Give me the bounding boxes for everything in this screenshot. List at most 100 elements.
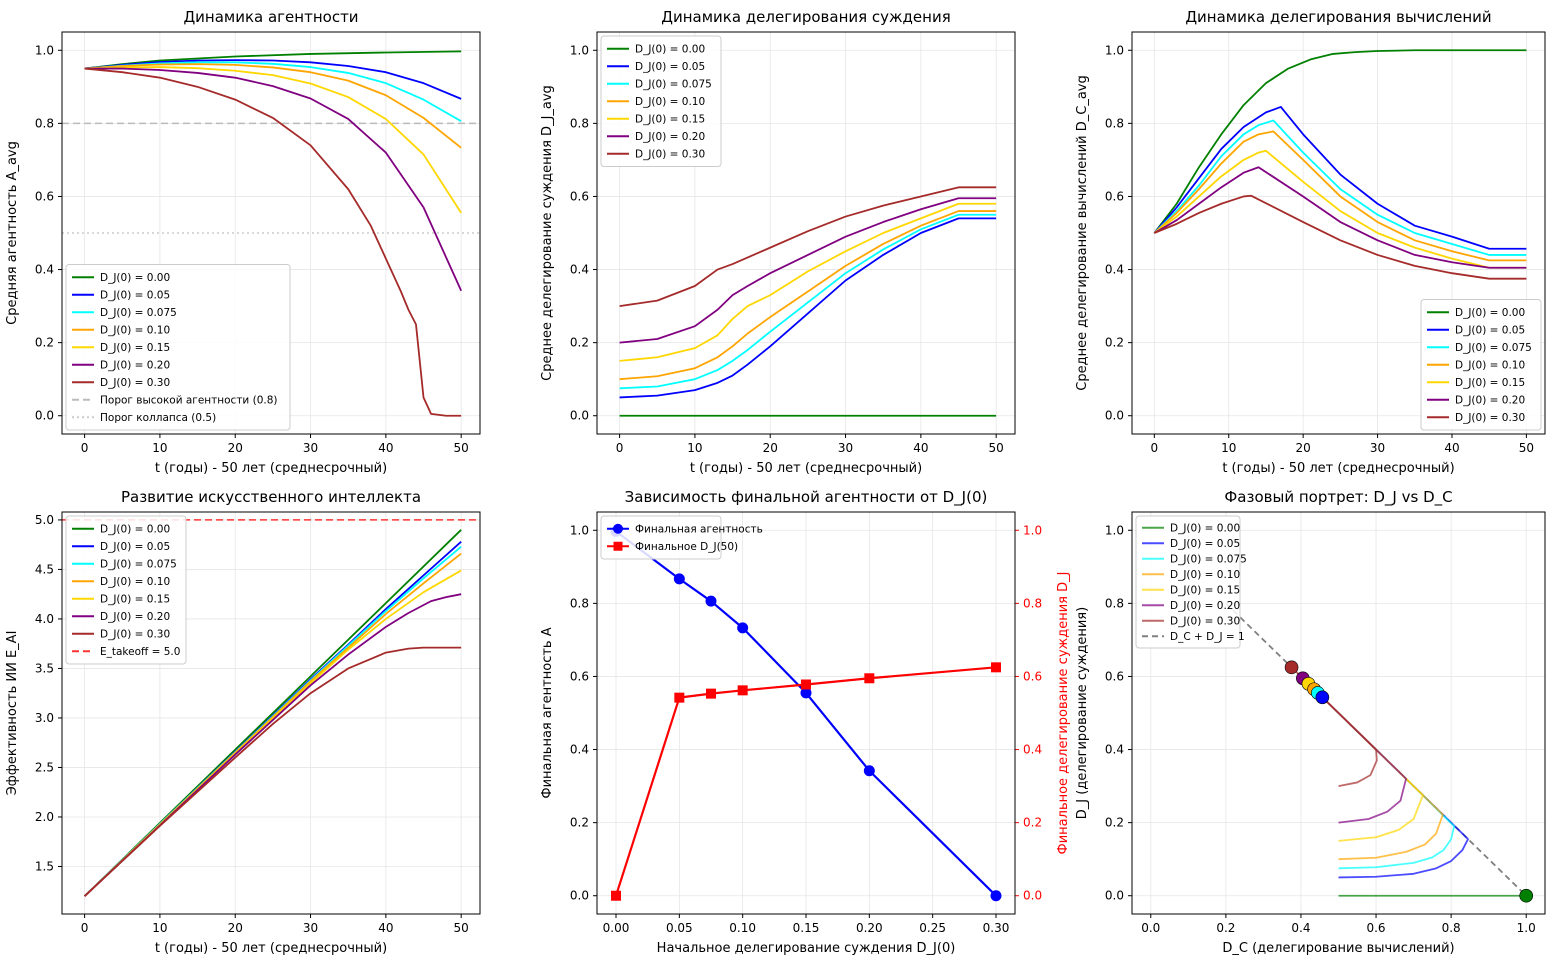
x-axis-label: t (годы) - 50 лет (среднесрочный) xyxy=(690,461,922,476)
legend-box xyxy=(65,515,187,665)
legend-label: Порог высокой агентности (0.8) xyxy=(100,395,278,407)
plot-frame xyxy=(1131,31,1546,435)
y-axis-label: D_J (делегирование суждения) xyxy=(1075,607,1090,819)
x-tick-label: 10 xyxy=(687,441,702,455)
series-line xyxy=(619,197,997,344)
legend-label: E_takeoff = 5.0 xyxy=(100,646,180,658)
chart-title: Динамика делегирования вычислений xyxy=(1185,8,1491,26)
y-right-tick-label: 0.2 xyxy=(1023,816,1042,830)
y-right-tick-label: 0.6 xyxy=(1023,669,1042,683)
y-tick-label: 0.2 xyxy=(35,336,54,350)
series-line xyxy=(1290,666,1378,787)
legend-label: D_J(0) = 0.05 xyxy=(1455,325,1525,337)
series-line xyxy=(619,217,997,399)
legend: D_J(0) = 0.00 D_J(0) = 0.05 D_J(0) = 0.075… xyxy=(600,35,722,167)
y-tick-label: 0.0 xyxy=(570,889,589,903)
x-tick-label: 30 xyxy=(838,441,853,455)
y-tick-label: 0.0 xyxy=(1105,889,1124,903)
legend: D_J(0) = 0.00 D_J(0) = 0.05 D_J(0) = 0.075… xyxy=(1420,299,1542,431)
data-point xyxy=(863,765,875,777)
y-tick-label: 0.6 xyxy=(1105,189,1124,203)
x-tick-label: 0 xyxy=(81,441,89,455)
legend-label: D_J(0) = 0.30 xyxy=(1170,616,1240,628)
series-line xyxy=(1313,688,1444,861)
legend-label: D_J(0) = 0.20 xyxy=(635,131,705,143)
legend-marker xyxy=(613,541,623,551)
data-point xyxy=(673,573,685,585)
y-tick-label: 0.2 xyxy=(1105,816,1124,830)
legend-label: D_J(0) = 0.10 xyxy=(635,96,705,108)
legend-box xyxy=(65,264,291,431)
series-line xyxy=(1153,106,1527,250)
x-axis-label: t (годы) - 50 лет (среднесрочный) xyxy=(1222,461,1454,476)
legend-label: D_J(0) = 0.10 xyxy=(1170,569,1240,581)
x-tick-label: 0.15 xyxy=(793,921,820,935)
legend-label: D_J(0) = 0.30 xyxy=(100,629,170,641)
x-tick-label: 0 xyxy=(81,921,89,935)
legend-label: D_C + D_J = 1 xyxy=(1170,631,1245,643)
y-axis-label: Среднее делегирование суждения D_J_avg xyxy=(540,85,555,381)
data-point xyxy=(705,595,717,607)
endpoint-marker xyxy=(1315,690,1330,705)
x-tick-label: 0.6 xyxy=(1366,921,1385,935)
data-point xyxy=(990,890,1002,902)
x-tick-label: 50 xyxy=(1519,441,1534,455)
y-tick-label: 3.0 xyxy=(35,711,54,725)
y-tick-label: 1.0 xyxy=(570,43,589,57)
legend-label: D_J(0) = 0.20 xyxy=(100,360,170,372)
legend-label: D_J(0) = 0.00 xyxy=(1170,523,1240,535)
x-tick-label: 50 xyxy=(989,441,1004,455)
x-axis-label: t (годы) - 50 лет (среднесрочный) xyxy=(155,941,387,956)
y-axis-right-label: Финальное делегирование суждения D_J xyxy=(1056,572,1071,855)
x-axis-label: D_C (делегирование вычислений) xyxy=(1222,941,1454,956)
legend-label: Финальная агентность xyxy=(635,524,763,536)
legend-box xyxy=(1135,515,1241,649)
chart-panel-3: 0 10 20 30 40 50 0.0 0.2 0.4 0.6 0.8 1.0 Динамика де… xyxy=(1075,8,1546,476)
data-point xyxy=(991,662,1001,673)
y-right-tick-label: 1.0 xyxy=(1023,523,1042,537)
y-axis-label: Среднее делегирование вычислений D_C_avg xyxy=(1075,75,1090,390)
series-line xyxy=(619,186,997,307)
y-tick-label: 0.2 xyxy=(1105,336,1124,350)
legend-label: Финальное D_J(50) xyxy=(635,541,738,553)
x-tick-label: 20 xyxy=(763,441,778,455)
y-right-tick-label: 0.8 xyxy=(1023,596,1042,610)
y-tick-label: 0.8 xyxy=(570,596,589,610)
legend-label: D_J(0) = 0.15 xyxy=(635,114,705,126)
data-point xyxy=(864,673,875,684)
legend-label: D_J(0) = 0.00 xyxy=(100,524,170,536)
x-tick-label: 1.0 xyxy=(1517,921,1536,935)
x-tick-label: 0.2 xyxy=(1216,921,1235,935)
series-line xyxy=(1153,149,1527,269)
x-tick-label: 40 xyxy=(1444,441,1459,455)
legend-label: D_J(0) = 0.20 xyxy=(1170,600,1240,612)
legend-label: D_J(0) = 0.075 xyxy=(1170,554,1247,566)
x-tick-label: 20 xyxy=(1296,441,1311,455)
y-tick-label: 0.4 xyxy=(570,743,589,757)
legend-label: D_J(0) = 0.00 xyxy=(635,44,705,56)
legend-label: D_J(0) = 0.10 xyxy=(100,576,170,588)
y-tick-label: 0.4 xyxy=(570,263,589,277)
x-tick-label: 50 xyxy=(454,441,469,455)
y-axis-label: Средняя агентность A_avg xyxy=(5,141,20,325)
series-line xyxy=(1321,696,1469,879)
legend-label: D_J(0) = 0.075 xyxy=(100,559,177,571)
x-tick-label: 30 xyxy=(303,921,318,935)
x-tick-label: 20 xyxy=(228,921,243,935)
endpoint-marker xyxy=(1519,888,1534,903)
y-tick-label: 0.8 xyxy=(1105,596,1124,610)
plot-frame xyxy=(61,511,481,915)
x-tick-label: 50 xyxy=(454,921,469,935)
series-line xyxy=(84,66,462,214)
legend-label: D_J(0) = 0.30 xyxy=(635,149,705,161)
y-tick-label: 0.8 xyxy=(1105,116,1124,130)
series-line xyxy=(1153,194,1527,280)
y-tick-label: 0.6 xyxy=(570,669,589,683)
data-point xyxy=(737,685,748,696)
y-right-tick-label: 0.4 xyxy=(1023,743,1042,757)
legend-label: D_J(0) = 0.30 xyxy=(100,377,170,389)
y-tick-label: 1.0 xyxy=(1105,43,1124,57)
legend: Финальная агентность Финальное D_J(50) xyxy=(600,515,763,560)
data-point xyxy=(674,692,685,703)
